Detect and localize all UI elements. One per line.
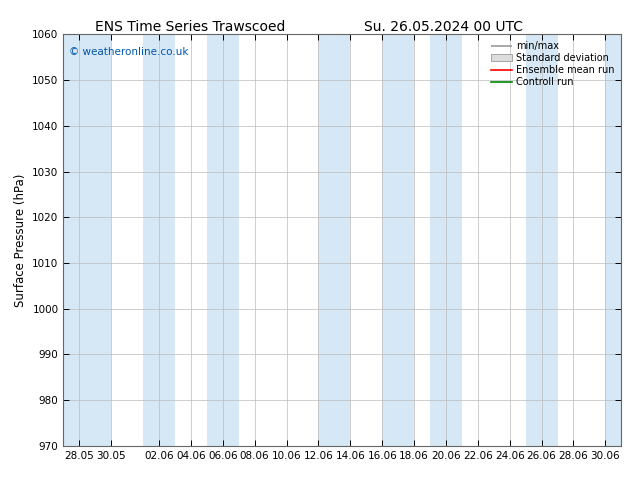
Bar	[143, 34, 175, 446]
Text: Su. 26.05.2024 00 UTC: Su. 26.05.2024 00 UTC	[365, 20, 523, 34]
Y-axis label: Surface Pressure (hPa): Surface Pressure (hPa)	[14, 173, 27, 307]
Bar	[382, 34, 414, 446]
Legend: min/max, Standard deviation, Ensemble mean run, Controll run: min/max, Standard deviation, Ensemble me…	[489, 39, 616, 89]
Title: ENS Time Series Trawscoed    Su. 26.05.2024 00 UTC: ENS Time Series Trawscoed Su. 26.05.2024…	[0, 489, 1, 490]
Bar	[526, 34, 557, 446]
Bar	[63, 34, 111, 446]
Text: ENS Time Series Trawscoed: ENS Time Series Trawscoed	[95, 20, 285, 34]
Bar	[207, 34, 239, 446]
Text: © weatheronline.co.uk: © weatheronline.co.uk	[69, 47, 188, 57]
Bar	[605, 34, 621, 446]
Bar	[318, 34, 351, 446]
Bar	[430, 34, 462, 446]
